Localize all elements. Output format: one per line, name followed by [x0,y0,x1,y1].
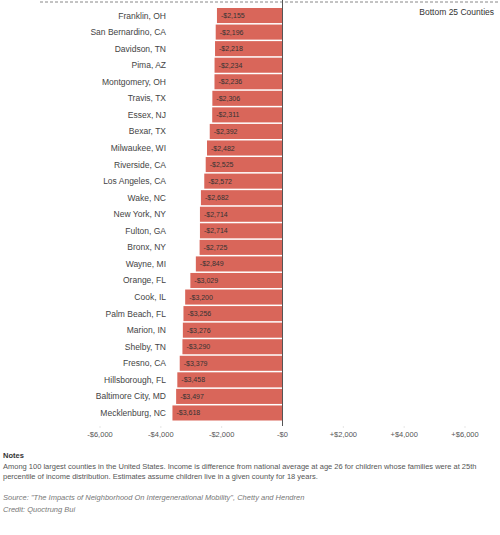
data-label: -$3,458 [181,376,205,383]
tick-label: -$0 [277,430,288,439]
data-label: -$3,029 [194,277,218,284]
tick-label: -$2,000 [209,430,234,439]
tick-mark [221,426,222,428]
source: Source: "The Impacts of Neighborhood On … [3,493,483,503]
category-label: Fresno, CA [123,358,166,368]
bar [204,174,282,189]
category-label: Wake, NC [128,193,166,203]
bar [182,339,282,354]
category-label: Marion, IN [127,325,166,335]
data-label: -$2,311 [216,111,239,118]
bar [200,207,283,222]
bar [183,323,283,338]
data-label: -$3,618 [176,409,200,416]
tick-label: -$6,000 [87,430,112,439]
bar [216,25,283,40]
data-label: -$3,379 [184,360,208,367]
category-label: Pima, AZ [132,60,166,70]
bar [201,190,283,205]
top-rule [40,2,498,3]
bar [172,405,282,420]
category-label: Cook, IL [134,292,166,302]
category-label: San Bernardino, CA [90,27,166,37]
category-label: Wayne, MI [126,259,166,269]
tick-label: +$4,000 [391,430,418,439]
labels: Franklin, OH -$2,155 San Bernardino, CA -$2… [90,11,244,418]
category-label: Bexar, TX [129,126,166,136]
data-label: -$2,236 [218,78,242,85]
data-label: -$2,482 [211,145,235,152]
bar [176,389,282,404]
data-label: -$3,200 [189,294,213,301]
data-label: -$2,725 [204,244,228,251]
category-label: Baltimore City, MD [96,391,166,401]
title: Bottom 25 Counties [419,7,494,17]
data-label: -$3,276 [187,327,211,334]
bar [177,372,282,387]
notes-heading: Notes [3,451,483,461]
category-label: Davidson, TN [115,44,166,54]
category-label: Montgomery, OH [102,77,166,87]
data-label: -$2,849 [200,260,224,267]
credit: Credit: Quoctrung Bui [3,505,483,515]
data-label: -$2,682 [205,194,229,201]
notes-text: Among 100 largest counties in the United… [3,462,483,482]
data-label: -$2,306 [216,95,240,102]
data-label: -$3,497 [180,393,204,400]
bar [196,256,283,271]
bars [172,8,282,421]
bar [206,157,283,172]
data-label: -$3,290 [186,343,210,350]
category-label: Bronx, NY [127,242,166,252]
category-label: Franklin, OH [118,11,166,21]
zero-line [282,0,283,426]
data-label: -$2,714 [204,211,228,218]
tick-mark [465,426,466,428]
data-label: -$2,392 [214,128,238,135]
category-label: Orange, FL [123,275,166,285]
category-label: Hillsborough, FL [104,375,166,385]
tick-label: -$4,000 [148,430,173,439]
tick-mark [160,426,161,428]
tick-mark [100,426,101,428]
category-label: Milwaukee, WI [111,143,166,153]
bar [212,91,282,106]
data-label: -$2,234 [219,62,243,69]
category-label: Shelby, TN [125,342,166,352]
bar [200,240,283,255]
bar [180,356,283,371]
bar [217,8,283,23]
category-label: New York, NY [114,209,167,219]
bar [185,290,282,305]
bar [207,140,282,155]
data-label: -$2,525 [210,161,234,168]
bar [215,41,282,56]
bar [210,124,283,139]
data-label: -$2,714 [204,227,228,234]
tick-mark [343,426,344,428]
bar [190,273,282,288]
category-label: Los Angeles, CA [103,176,166,186]
data-label: -$2,196 [220,29,244,36]
bar [214,74,282,89]
data-label: -$2,572 [208,178,232,185]
category-label: Essex, NJ [128,110,166,120]
tick-mark [404,426,405,428]
category-label: Travis, TX [128,93,167,103]
bar [212,107,282,122]
chart: Bottom 25 Counties Franklin, OH -$2,155 San… [0,0,500,440]
bar [200,223,283,238]
bar [215,58,283,73]
data-label: -$3,256 [187,310,211,317]
category-label: Riverside, CA [114,160,166,170]
tick-label: +$6,000 [451,430,478,439]
data-label: -$2,218 [219,45,243,52]
tick-label: +$2,000 [330,430,357,439]
bar [183,306,282,321]
category-label: Palm Beach, FL [106,309,167,319]
category-label: Fulton, GA [125,226,166,236]
data-label: -$2,155 [221,12,245,19]
category-label: Mecklenburg, NC [100,408,166,418]
